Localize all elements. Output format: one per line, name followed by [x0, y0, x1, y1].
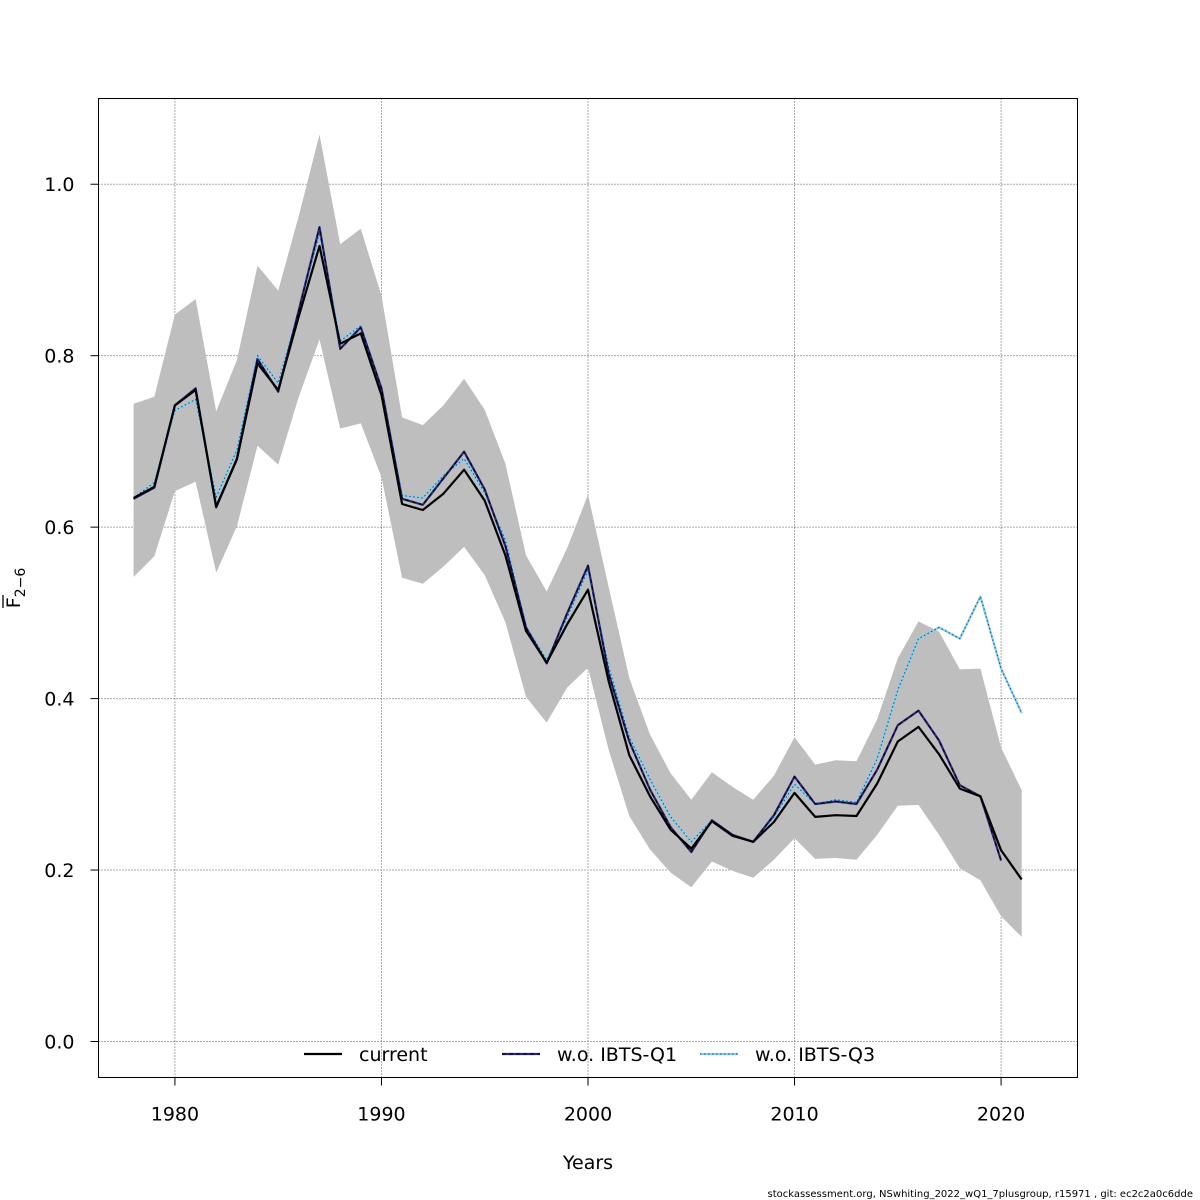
series-line-w-o-ibts-q1-dash — [133, 226, 1002, 861]
legend: current w.o. IBTS-Q1 w.o. IBTS-Q3 — [304, 1044, 875, 1066]
legend-label-wo-ibts-q3: w.o. IBTS-Q3 — [755, 1044, 875, 1066]
y-axis-title-sub: 2−6 — [13, 568, 29, 598]
confidence-band-area — [133, 134, 1022, 937]
y-tick-label-0.6: 0.6 — [44, 517, 74, 539]
footer-credit: stockassessment.org, NSwhiting_2022_wQ1_… — [767, 1189, 1193, 1200]
y-axis-ticks: 0.0 0.2 0.4 0.6 0.8 1.0 — [44, 174, 99, 1053]
x-tick-label-2020: 2020 — [977, 1104, 1025, 1126]
series-line-current — [133, 244, 1023, 881]
y-tick-label-1.0: 1.0 — [44, 174, 74, 196]
series-lines — [132, 226, 1023, 881]
x-tick-label-1990: 1990 — [357, 1104, 405, 1126]
x-tick-label-2000: 2000 — [564, 1104, 612, 1126]
series-line-w-o-ibts-q3 — [132, 232, 1023, 843]
y-tick-label-0.2: 0.2 — [44, 860, 74, 882]
legend-label-wo-ibts-q1: w.o. IBTS-Q1 — [557, 1044, 677, 1066]
x-axis-title: Years — [562, 1152, 613, 1174]
y-axis-title-main: F — [3, 597, 25, 608]
y-tick-label-0.4: 0.4 — [44, 689, 74, 711]
y-tick-label-0.0: 0.0 — [44, 1031, 74, 1053]
y-tick-label-0.8: 0.8 — [44, 346, 74, 368]
plot-frame — [98, 98, 1078, 1078]
confidence-band — [133, 134, 1022, 937]
svg-text:F2−6: F2−6 — [3, 568, 29, 609]
y-axis-title: F2−6 — [2, 568, 29, 609]
x-axis-ticks: 1980 1990 2000 2010 2020 — [151, 1077, 1025, 1126]
x-tick-label-2010: 2010 — [770, 1104, 818, 1126]
x-tick-label-1980: 1980 — [151, 1104, 199, 1126]
legend-label-current: current — [359, 1044, 428, 1066]
